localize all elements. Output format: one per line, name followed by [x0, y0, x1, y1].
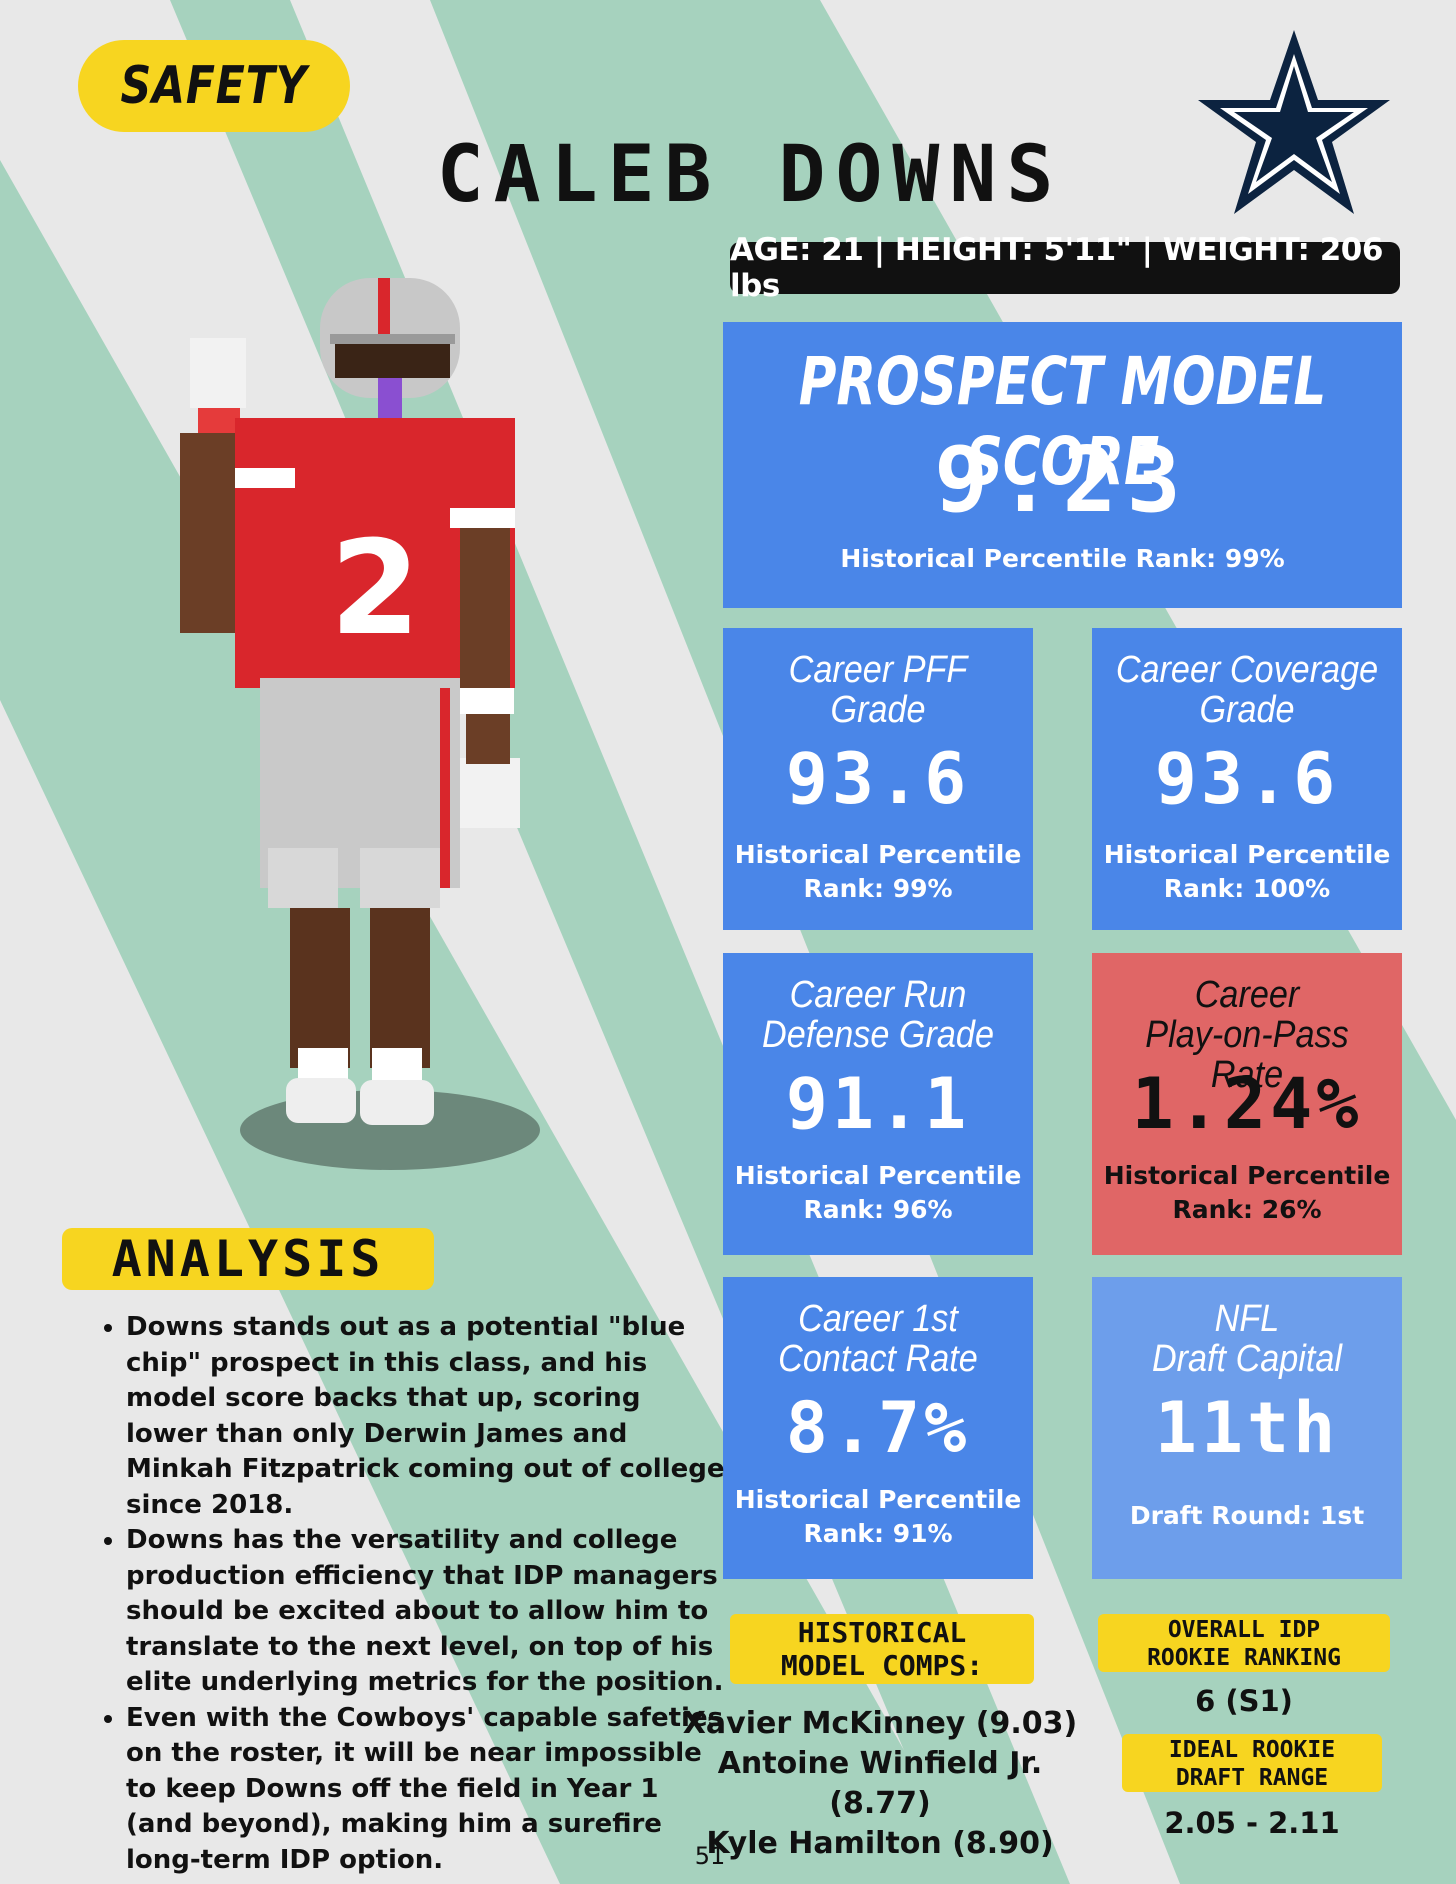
- stat-value: 1.24%: [1131, 1063, 1363, 1145]
- stat-box-play-on-pass-rate: Career Play-on-Pass Rate 1.24% Historica…: [1092, 953, 1402, 1255]
- comps-title-line2: MODEL COMPS:: [780, 1649, 984, 1682]
- analysis-bullet: Even with the Cowboys' capable safeties …: [126, 1701, 726, 1879]
- stat-label-line1: Career Run: [789, 974, 967, 1016]
- stat-label-line2: Grade: [1199, 689, 1295, 731]
- stat-sub-line1: Historical Percentile: [1103, 1161, 1391, 1190]
- stat-sub-line2: Rank: 100%: [1163, 874, 1331, 903]
- stat-box-pff-grade: Career PFF Grade 93.6 Historical Percent…: [723, 628, 1033, 930]
- stat-label-line1: Career PFF: [788, 649, 968, 691]
- prospect-model-value: 9.23: [934, 428, 1191, 533]
- stat-label-line1: Career: [1194, 974, 1300, 1016]
- draft-range-value: 2.05 - 2.11: [1164, 1806, 1340, 1840]
- stat-sub-line2: Rank: 91%: [803, 1519, 953, 1548]
- idp-ranking-value: 6 (S1): [1195, 1684, 1293, 1718]
- analysis-bullets: Downs stands out as a potential "blue ch…: [92, 1310, 726, 1878]
- stat-label-line2: Play-on-Pass Rate: [1145, 1014, 1349, 1096]
- stat-label-line1: NFL: [1214, 1298, 1280, 1340]
- stat-label: Career Run Defense Grade: [739, 975, 1018, 1055]
- stat-sub-line1: Historical Percentile: [734, 1161, 1022, 1190]
- jersey-number: 2: [330, 512, 420, 664]
- stat-sub-line2: Rank: 96%: [803, 1195, 953, 1224]
- stat-percentile: Historical Percentile Rank: 100%: [1092, 838, 1402, 906]
- analysis-bullet: Downs has the versatility and college pr…: [126, 1523, 726, 1701]
- comp-item: Kyle Hamilton (8.90): [706, 1826, 1054, 1861]
- prospect-model-label: PROSPECT MODEL SCORE: [798, 343, 1327, 500]
- stat-value: 93.6: [1154, 738, 1340, 820]
- stat-label-line2: Draft Capital: [1151, 1338, 1343, 1380]
- comps-title-line1: HISTORICAL: [797, 1616, 967, 1649]
- stat-label: Career Coverage Grade: [1108, 650, 1387, 730]
- historical-comps-list: Xavier McKinney (9.03) Antoine Winfield …: [680, 1704, 1080, 1864]
- analysis-bullet: Downs stands out as a potential "blue ch…: [126, 1310, 726, 1523]
- stat-sub-line1: Historical Percentile: [734, 1485, 1022, 1514]
- stat-percentile: Historical Percentile Rank: 99%: [723, 838, 1033, 906]
- draft-range-title-line2: DRAFT RANGE: [1175, 1765, 1329, 1791]
- stat-value: 91.1: [785, 1063, 971, 1145]
- stat-value: 93.6: [785, 738, 971, 820]
- stat-label: Career 1st Contact Rate: [739, 1299, 1018, 1379]
- ranking-title-line2: ROOKIE RANKING: [1147, 1645, 1341, 1671]
- stat-sub-line1: Historical Percentile: [734, 840, 1022, 869]
- stat-box-first-contact-rate: Career 1st Contact Rate 8.7% Historical …: [723, 1277, 1033, 1579]
- stat-sub-line1: Draft Round: 1st: [1129, 1501, 1365, 1530]
- draft-range-tag: IDEAL ROOKIE DRAFT RANGE: [1122, 1734, 1382, 1792]
- stat-label: Career Play-on-Pass Rate: [1108, 975, 1387, 1095]
- stat-label-line2: Grade: [830, 689, 926, 731]
- dallas-star-icon: [1198, 30, 1390, 214]
- player-info-bar: AGE: 21 | HEIGHT: 5'11" | WEIGHT: 206 lb…: [730, 232, 1400, 304]
- comp-item: Xavier McKinney (9.03): [682, 1706, 1078, 1741]
- player-name: CALEB DOWNS: [436, 130, 1064, 220]
- stat-box-draft-capital: NFL Draft Capital 11th Draft Round: 1st: [1092, 1277, 1402, 1579]
- stat-sub-line2: Rank: 26%: [1172, 1195, 1322, 1224]
- player-info: AGE: 21 | HEIGHT: 5'11" | WEIGHT: 206 lb…: [730, 232, 1383, 304]
- stat-percentile: Historical Percentile Rank: 96%: [723, 1159, 1033, 1227]
- page-number: 51: [694, 1842, 726, 1870]
- draft-range-title-line1: IDEAL ROOKIE: [1168, 1737, 1336, 1763]
- stat-sub-line2: Rank: 99%: [803, 874, 953, 903]
- player-illustration: 2: [180, 278, 540, 1170]
- stat-box-coverage-grade: Career Coverage Grade 93.6 Historical Pe…: [1092, 628, 1402, 930]
- stat-label-line1: Career 1st: [798, 1298, 958, 1340]
- ranking-title-line1: OVERALL IDP: [1167, 1617, 1321, 1643]
- position-badge: SAFETY: [78, 40, 350, 132]
- position-label: SAFETY: [120, 56, 308, 116]
- prospect-model-score-box: PROSPECT MODEL SCORE 9.23 Historical Per…: [723, 322, 1402, 608]
- stat-label-line2: Defense Grade: [762, 1014, 994, 1056]
- prospect-model-percentile: Historical Percentile Rank: 99%: [840, 544, 1285, 573]
- stat-percentile: Historical Percentile Rank: 91%: [723, 1483, 1033, 1551]
- analysis-title: ANALYSIS: [111, 1230, 385, 1288]
- idp-ranking-tag: OVERALL IDP ROOKIE RANKING: [1098, 1614, 1390, 1672]
- stat-label-line2: Contact Rate: [778, 1338, 978, 1380]
- comp-item: Antoine Winfield Jr. (8.77): [717, 1746, 1043, 1821]
- stat-label: NFL Draft Capital: [1108, 1299, 1387, 1379]
- stat-value: 8.7%: [785, 1387, 971, 1469]
- stat-label: Career PFF Grade: [739, 650, 1018, 730]
- historical-comps-tag: HISTORICAL MODEL COMPS:: [730, 1614, 1034, 1684]
- stat-box-run-defense-grade: Career Run Defense Grade 91.1 Historical…: [723, 953, 1033, 1255]
- stat-draft-round: Draft Round: 1st: [1092, 1499, 1402, 1533]
- analysis-title-tag: ANALYSIS: [62, 1228, 434, 1290]
- stat-percentile: Historical Percentile Rank: 26%: [1092, 1159, 1402, 1227]
- stat-label-line1: Career Coverage: [1115, 649, 1379, 691]
- stat-value: 11th: [1154, 1387, 1340, 1469]
- stat-sub-line1: Historical Percentile: [1103, 840, 1391, 869]
